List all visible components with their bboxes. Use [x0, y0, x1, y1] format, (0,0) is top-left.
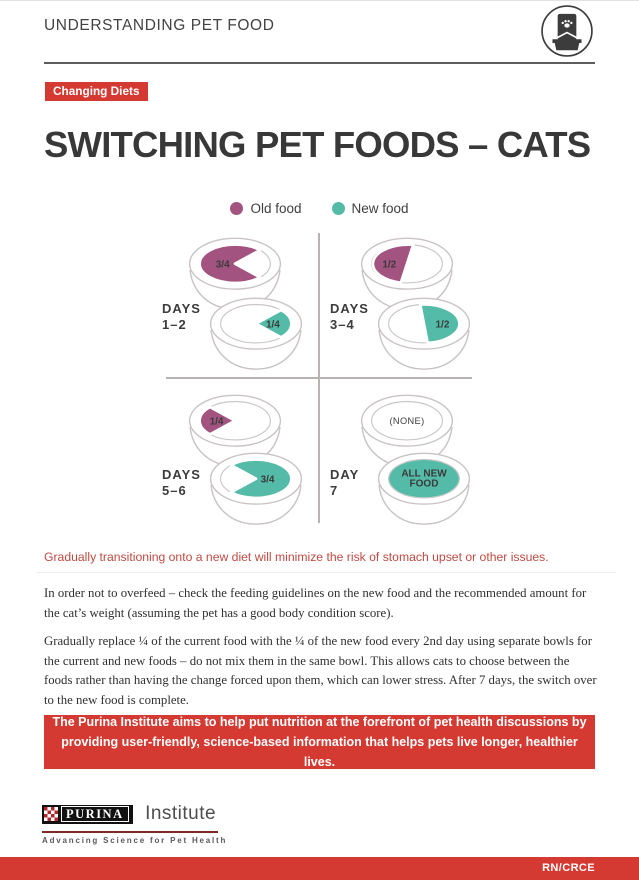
logo-tagline: Advancing Science for Pet Health	[42, 836, 228, 845]
legend-item-new-food: New food	[331, 201, 409, 216]
day-7-label: DAY 7	[330, 467, 360, 498]
paragraph-replace: Gradually replace ¼ of the current food …	[44, 634, 597, 707]
days-5-6-label: DAYS 5–6	[162, 467, 201, 498]
body-copy: In order not to overfeed – check the fee…	[44, 584, 600, 748]
highlight-sentence: Gradually transitioning onto a new diet …	[44, 550, 549, 564]
pet-bowl-shape	[552, 39, 582, 51]
bowl-days3-4-new-half: 1/2	[377, 297, 471, 370]
category-badge: Changing Diets	[45, 82, 148, 101]
horizontal-divider	[166, 377, 472, 379]
page-title: SWITCHING PET FOODS – CATS	[44, 124, 591, 165]
bowl-day7-all-new-food: ALL NEW FOOD	[377, 452, 471, 525]
legend-new-label: New food	[351, 201, 409, 216]
purina-logo-bar: PURINA	[42, 804, 133, 824]
days-1-2-label: DAYS 1–2	[162, 301, 201, 332]
svg-text:3/4: 3/4	[216, 260, 230, 271]
pet-food-bag-and-bowl-icon	[541, 5, 593, 57]
logo-underline	[42, 831, 218, 833]
bowl-days5-6-old-one-quarter: 1/4	[188, 394, 282, 467]
svg-text:FOOD: FOOD	[410, 478, 439, 489]
svg-text:1/2: 1/2	[382, 260, 396, 271]
svg-text:(NONE): (NONE)	[389, 416, 424, 426]
svg-text:ALL NEW: ALL NEW	[401, 468, 447, 479]
checkerboard-icon	[44, 807, 58, 821]
legend-item-old-food: Old food	[230, 201, 302, 216]
legend-old-label: Old food	[250, 201, 302, 216]
header-divider	[44, 62, 595, 64]
new-food-swatch	[331, 202, 345, 215]
transition-diagram: DAYS 1–2 3/4 1/4 DAYS 3–4 1/2 1/2	[0, 231, 639, 527]
header-title: UNDERSTANDING PET FOOD	[44, 17, 275, 34]
purina-institute-callout: The Purina Institute aims to help put nu…	[44, 715, 595, 769]
footer-code: RN/CRCE	[542, 862, 595, 874]
old-food-swatch	[230, 202, 244, 215]
purina-wordmark: PURINA	[61, 806, 129, 822]
days-3-4-label: DAYS 3–4	[330, 301, 369, 332]
bowl-days1-2-new-one-quarter: 1/4	[209, 297, 303, 370]
purina-institute-logo: PURINA Institute Advancing Science for P…	[42, 803, 227, 845]
bowl-days1-2-old-three-quarters: 3/4	[188, 237, 282, 310]
paragraph-overfeed: In order not to overfeed – check the fee…	[44, 586, 587, 620]
svg-text:1/4: 1/4	[210, 417, 224, 428]
footer-bar: RN/CRCE	[0, 857, 639, 880]
svg-text:1/4: 1/4	[266, 320, 280, 331]
bowl-days5-6-new-three-quarters: 3/4	[209, 452, 303, 525]
callout-line-2: providing user-friendly, science-based i…	[61, 734, 578, 770]
svg-text:1/2: 1/2	[436, 320, 450, 331]
callout-line-1: The Purina Institute aims to help put nu…	[52, 714, 587, 729]
paw-icon	[564, 23, 570, 28]
legend: Old food New food	[0, 201, 639, 216]
svg-text:3/4: 3/4	[261, 475, 275, 486]
bowl-day7-empty: (NONE)	[360, 394, 454, 467]
bowl-days3-4-old-half: 1/2	[360, 237, 454, 310]
institute-wordmark: Institute	[145, 803, 217, 824]
section-divider	[36, 572, 616, 573]
